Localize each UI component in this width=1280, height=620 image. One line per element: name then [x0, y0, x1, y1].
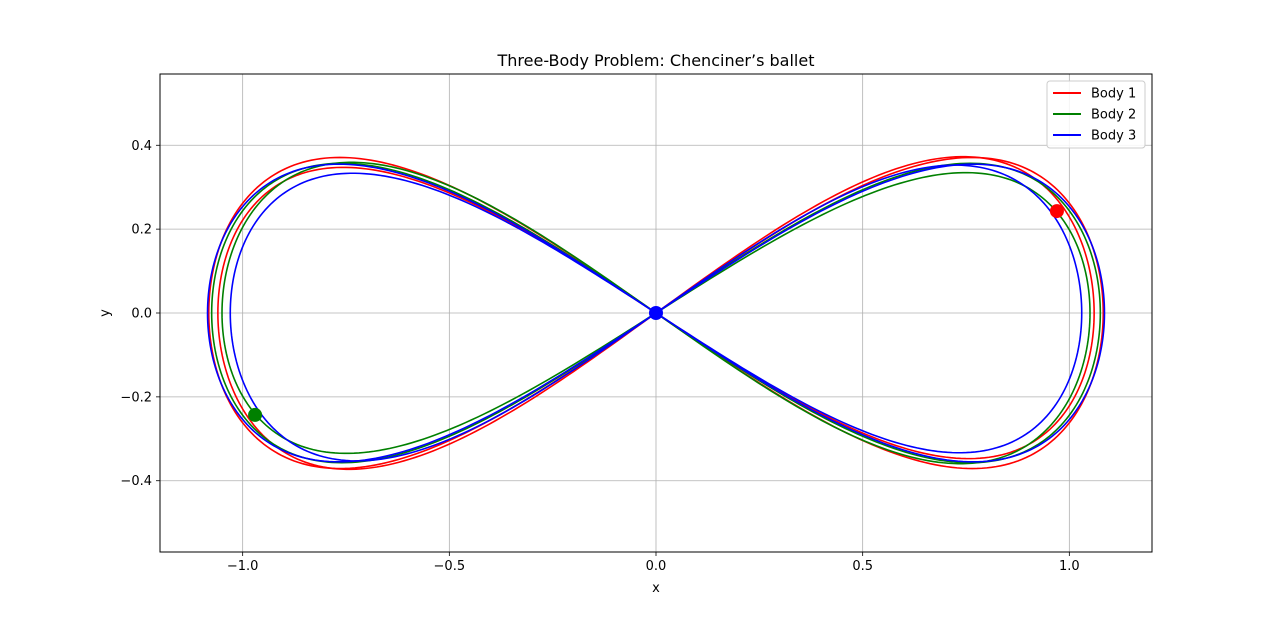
x-tick-label: 1.0	[1059, 559, 1080, 574]
series-layer	[206, 155, 1106, 471]
body-3-marker	[649, 306, 663, 320]
chart-title: Three-Body Problem: Chenciner’s ballet	[497, 51, 815, 70]
y-tick-label: 0.0	[131, 307, 152, 322]
legend-frame	[1046, 80, 1146, 149]
legend: Body 1 Body 2 Body 3	[1046, 80, 1146, 149]
x-axis-label: x	[652, 581, 660, 596]
body-2-marker	[248, 407, 263, 422]
x-tick-label: −0.5	[434, 559, 466, 574]
y-tick-label: 0.4	[131, 139, 152, 154]
legend-label: Body 1	[1091, 87, 1136, 102]
y-axis-label: y	[98, 309, 113, 317]
y-tick-label: −0.2	[120, 390, 152, 405]
x-tick-label: 0.5	[852, 559, 873, 574]
legend-label: Body 2	[1091, 108, 1136, 123]
y-tick-label: 0.2	[131, 223, 152, 238]
body-1-marker	[1049, 204, 1064, 219]
legend-label: Body 3	[1091, 129, 1136, 144]
ticks: −1.0 −0.5 0.0 0.5 1.0 −0.4 −0.2 0.0 0.2 0.4	[120, 139, 1079, 574]
x-tick-label: 0.0	[646, 559, 667, 574]
y-tick-label: −0.4	[120, 474, 152, 489]
x-tick-label: −1.0	[227, 559, 259, 574]
